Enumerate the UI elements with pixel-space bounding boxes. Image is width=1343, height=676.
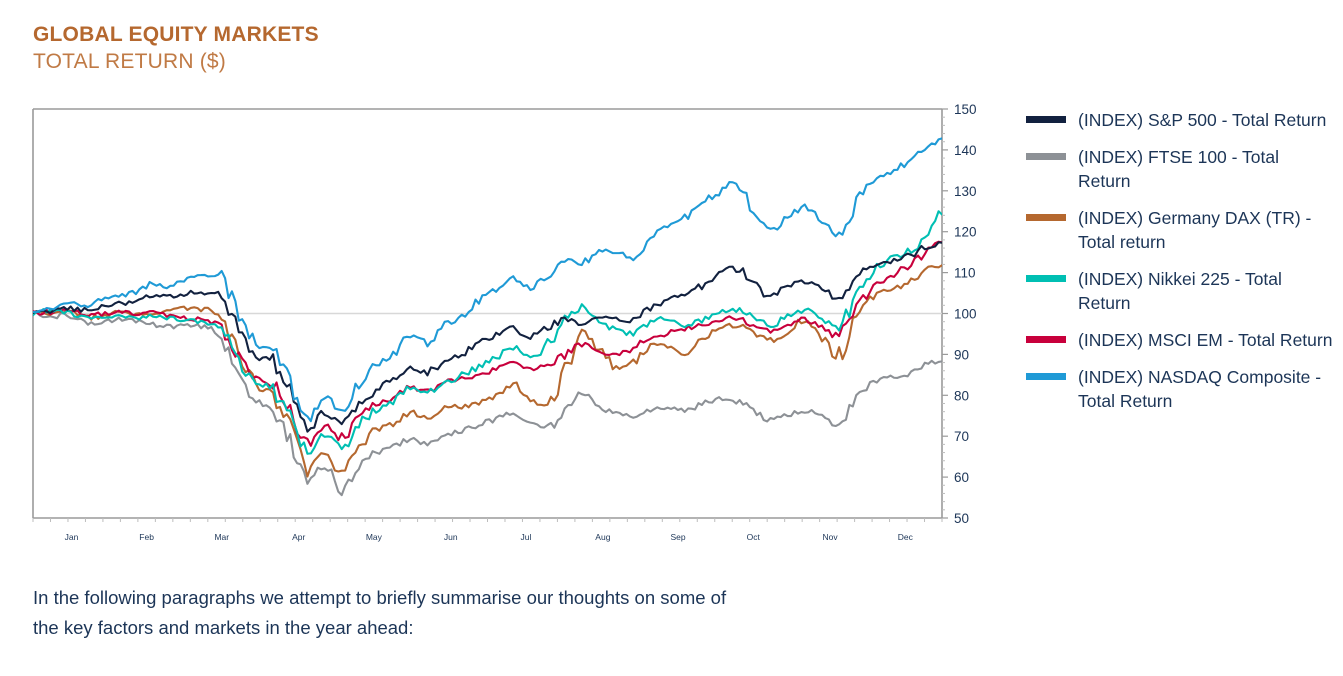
x-tick-label: Feb [139,532,154,542]
svg-text:150: 150 [954,102,977,117]
legend-item[interactable]: (INDEX) Nikkei 225 - Total Return [1026,267,1336,315]
legend-item-label: (INDEX) FTSE 100 - Total Return [1078,147,1279,191]
line-chart: 50 60 70 80 90 100 110 120 130 140 150 Jan Feb Mar Apr… [0,95,1000,550]
series-line [33,311,942,497]
y-axis: 50 60 70 80 90 100 110 120 130 140 150 [942,102,977,526]
legend-color-swatch [1026,214,1066,221]
x-tick-label: Nov [823,532,839,542]
series-line [33,240,942,447]
svg-text:90: 90 [954,347,969,362]
legend-color-swatch [1026,116,1066,123]
x-tick-label: Jul [521,532,532,542]
x-tick-label: Mar [214,532,229,542]
legend-item-label: (INDEX) Germany DAX (TR) - Total return [1078,208,1312,252]
legend-item[interactable]: (INDEX) MSCI EM - Total Return [1026,328,1336,352]
svg-text:120: 120 [954,225,977,240]
x-tick-label: Apr [292,532,305,542]
legend-color-swatch [1026,275,1066,282]
legend-item[interactable]: (INDEX) FTSE 100 - Total Return [1026,145,1336,193]
chart-svg: 50 60 70 80 90 100 110 120 130 140 150 Jan Feb Mar Apr… [32,102,977,542]
chart-legend: (INDEX) S&P 500 - Total Return (INDEX) FT… [1026,108,1336,426]
svg-text:100: 100 [954,307,977,322]
x-tick-label: Oct [747,532,761,542]
x-tick-label: Dec [898,532,914,542]
series-group [33,137,942,497]
legend-item[interactable]: (INDEX) S&P 500 - Total Return [1026,108,1336,132]
svg-text:50: 50 [954,511,969,526]
legend-item-label: (INDEX) NASDAQ Composite - Total Return [1078,367,1322,411]
svg-text:130: 130 [954,184,977,199]
series-line [33,210,942,455]
svg-text:110: 110 [954,266,976,281]
legend-color-swatch [1026,153,1066,160]
legend-item[interactable]: (INDEX) NASDAQ Composite - Total Return [1026,365,1336,413]
legend-color-swatch [1026,336,1066,343]
x-tick-label: Jun [444,532,458,542]
legend-item-label: (INDEX) Nikkei 225 - Total Return [1078,269,1282,313]
x-tick-label: Sep [670,532,685,542]
chart-title-block: GLOBAL EQUITY MARKETS TOTAL RETURN ($) [33,22,319,75]
legend-item-label: (INDEX) S&P 500 - Total Return [1078,110,1327,130]
legend-item[interactable]: (INDEX) Germany DAX (TR) - Total return [1026,206,1336,254]
series-line [33,241,942,433]
svg-text:70: 70 [954,429,969,444]
x-axis: Jan Feb Mar Apr May Jun Jul Aug Sep Oct Nov Dec [32,518,943,542]
page-subtitle: TOTAL RETURN ($) [33,50,226,73]
series-line [33,264,942,478]
legend-color-swatch [1026,373,1066,380]
svg-text:80: 80 [954,388,969,403]
x-tick-label: May [366,532,383,542]
legend-item-label: (INDEX) MSCI EM - Total Return [1078,330,1333,350]
svg-text:140: 140 [954,143,977,158]
body-paragraph: In the following paragraphs we attempt t… [33,587,727,638]
svg-text:60: 60 [954,470,969,485]
x-tick-label: Aug [595,532,610,542]
page-title: GLOBAL EQUITY MARKETS [33,23,319,46]
x-tick-label: Jan [65,532,79,542]
series-line [33,137,942,423]
